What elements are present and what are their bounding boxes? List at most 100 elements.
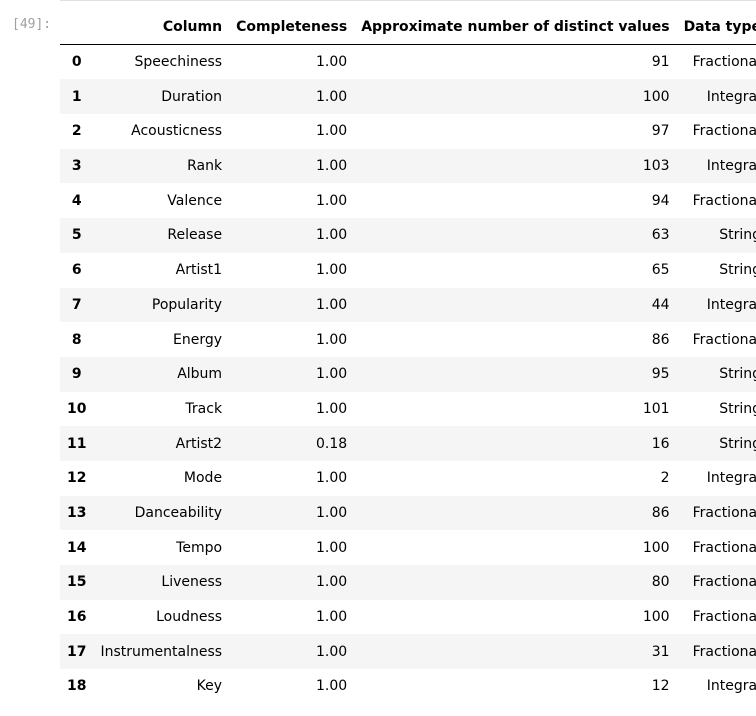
- table-row: 6 Artist1 1.00 65 String: [60, 253, 756, 288]
- row-index: 0: [71, 54, 82, 71]
- completeness-cell: 1.00: [316, 574, 348, 591]
- column-name-cell: Release: [167, 227, 223, 244]
- header-index: [60, 10, 94, 46]
- completeness-cell: 1.00: [316, 678, 348, 695]
- distinct-values-cell: 101: [642, 400, 670, 417]
- data-type-cell: Fractional: [692, 609, 756, 626]
- completeness-cell: 1.00: [316, 331, 348, 348]
- completeness-cell: 1.00: [316, 470, 348, 487]
- data-type-cell: String: [719, 227, 756, 244]
- row-index: 6: [71, 262, 82, 279]
- distinct-values-cell: 12: [651, 678, 670, 695]
- completeness-cell: 1.00: [316, 643, 348, 660]
- table-row: 3 Rank 1.00 103 Integral: [60, 148, 756, 184]
- distinct-values-cell: 86: [651, 504, 670, 521]
- data-type-cell: Integral: [706, 88, 756, 105]
- data-type-cell: Fractional: [692, 643, 756, 660]
- completeness-cell: 1.00: [316, 296, 348, 313]
- table-row: 15 Liveness 1.00 80 Fractional: [60, 565, 756, 600]
- row-index: 18: [67, 678, 87, 695]
- distinct-values-cell: 97: [651, 123, 670, 140]
- table-header-row: Column Completeness Approximate number o…: [60, 10, 756, 46]
- data-type-cell: Fractional: [692, 539, 756, 556]
- data-type-cell: String: [719, 435, 756, 452]
- completeness-cell: 0.18: [316, 435, 348, 452]
- row-index: 13: [67, 504, 87, 521]
- header-distinct-values: Approximate number of distinct values: [354, 10, 677, 46]
- distinct-values-cell: 100: [642, 609, 670, 626]
- column-name-cell: Valence: [167, 192, 223, 209]
- column-name-cell: Album: [177, 366, 223, 383]
- completeness-cell: 1.00: [316, 88, 348, 105]
- row-index: 16: [67, 609, 87, 626]
- data-type-cell: Fractional: [692, 192, 756, 209]
- completeness-cell: 1.00: [316, 609, 348, 626]
- completeness-cell: 1.00: [316, 262, 348, 279]
- completeness-cell: 1.00: [316, 158, 348, 175]
- column-name-cell: Key: [196, 678, 223, 695]
- data-type-cell: Fractional: [692, 54, 756, 71]
- distinct-values-cell: 94: [651, 192, 670, 209]
- column-name-cell: Popularity: [151, 296, 223, 313]
- execution-count-prompt: [49]:: [12, 17, 52, 32]
- completeness-cell: 1.00: [316, 54, 348, 71]
- distinct-values-cell: 31: [651, 643, 670, 660]
- column-name-cell: Acousticness: [131, 123, 223, 140]
- completeness-cell: 1.00: [316, 192, 348, 209]
- row-index: 17: [67, 643, 87, 660]
- distinct-values-cell: 65: [651, 262, 670, 279]
- table-row: 7 Popularity 1.00 44 Integral: [60, 287, 756, 323]
- distinct-values-cell: 16: [651, 435, 670, 452]
- column-name-cell: Duration: [161, 88, 223, 105]
- data-type-cell: String: [719, 366, 756, 383]
- column-name-cell: Track: [185, 400, 223, 417]
- distinct-values-cell: 95: [651, 366, 670, 383]
- data-type-cell: Fractional: [692, 331, 756, 348]
- completeness-cell: 1.00: [316, 504, 348, 521]
- table-row: 4 Valence 1.00 94 Fractional: [60, 183, 756, 218]
- row-index: 14: [67, 539, 87, 556]
- header-column: Column: [93, 10, 230, 46]
- row-index: 4: [71, 192, 82, 209]
- distinct-values-cell: 80: [651, 574, 670, 591]
- data-type-cell: Fractional: [692, 123, 756, 140]
- completeness-cell: 1.00: [316, 227, 348, 244]
- completeness-cell: 1.00: [316, 123, 348, 140]
- distinct-values-cell: 44: [651, 296, 670, 313]
- row-index: 8: [71, 331, 82, 348]
- column-name-cell: Loudness: [156, 609, 223, 626]
- distinct-values-cell: 100: [642, 88, 670, 105]
- completeness-cell: 1.00: [316, 366, 348, 383]
- data-type-cell: Integral: [706, 470, 756, 487]
- data-type-cell: Integral: [706, 158, 756, 175]
- distinct-values-cell: 103: [642, 158, 670, 175]
- data-type-cell: Integral: [706, 678, 756, 695]
- table-body: 0 Speechiness 1.00 91 Fractional 1 Duration 1.0…: [60, 45, 756, 704]
- data-type-cell: String: [719, 400, 756, 417]
- column-name-cell: Mode: [183, 470, 223, 487]
- data-type-cell: String: [719, 262, 756, 279]
- row-index: 12: [67, 470, 87, 487]
- table-row: 10 Track 1.00 101 String: [60, 392, 756, 427]
- row-index: 7: [71, 296, 82, 313]
- column-name-cell: Artist1: [175, 262, 223, 279]
- column-name-cell: Artist2: [175, 435, 223, 452]
- distinct-values-cell: 86: [651, 331, 670, 348]
- column-name-cell: Energy: [173, 331, 223, 348]
- column-name-cell: Rank: [187, 158, 223, 175]
- row-index: 5: [71, 227, 82, 244]
- row-index: 11: [67, 435, 87, 452]
- row-index: 15: [67, 574, 87, 591]
- table-row: 17 Instrumentalness 1.00 31 Fractional: [60, 634, 756, 670]
- table-row: 9 Album 1.00 95 String: [60, 356, 756, 392]
- table-row: 18 Key 1.00 12 Integral: [60, 669, 756, 704]
- table-row: 12 Mode 1.00 2 Integral: [60, 461, 756, 496]
- distinct-values-cell: 63: [651, 227, 670, 244]
- header-completeness: Completeness: [229, 10, 355, 46]
- row-index: 3: [71, 158, 82, 175]
- column-name-cell: Speechiness: [134, 54, 223, 71]
- distinct-values-cell: 91: [651, 54, 670, 71]
- column-name-cell: Liveness: [161, 574, 223, 591]
- table-row: 1 Duration 1.00 100 Integral: [60, 79, 756, 115]
- table-row: 11 Artist2 0.18 16 String: [60, 426, 756, 461]
